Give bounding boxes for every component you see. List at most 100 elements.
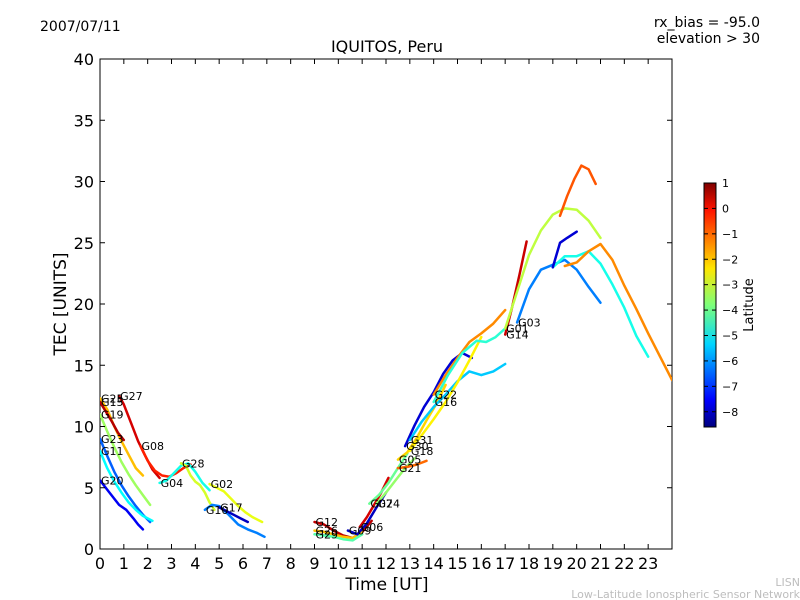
series-line	[551, 250, 650, 358]
x-tick-label: 21	[590, 554, 610, 573]
x-tick-label: 7	[262, 554, 272, 573]
sat-label: G12	[316, 516, 339, 529]
colorbar-tick-label: −4	[722, 304, 738, 317]
series-line	[100, 397, 145, 477]
sat-label: G15	[101, 396, 124, 409]
sat-label: G29	[316, 528, 339, 541]
series-line	[408, 362, 507, 442]
x-tick-label: 14	[423, 554, 443, 573]
sat-label: G01	[506, 323, 529, 336]
sat-label: G21	[399, 462, 422, 475]
colorbar-tick-label: 1	[722, 177, 729, 190]
sat-label: G24	[377, 498, 400, 511]
footer-network: Low-Latitude Ionospheric Sensor Network	[571, 588, 800, 600]
series-line	[203, 503, 266, 539]
sat-label: G11	[101, 445, 124, 458]
sat-label: G19	[101, 408, 124, 421]
x-tick-label: 19	[543, 554, 563, 573]
sat-label: G04	[161, 477, 184, 490]
sat-label: G06	[361, 521, 384, 534]
x-tick-label: 6	[238, 554, 248, 573]
colorbar-label: Latitude	[742, 278, 757, 332]
colorbar-tick-label: −2	[722, 253, 738, 266]
series-line	[408, 335, 483, 453]
sat-label: G28	[182, 457, 205, 470]
sat-label: G14	[506, 329, 529, 342]
series-line	[346, 491, 388, 536]
series-layer	[100, 164, 672, 542]
colorbar-tick-label: −6	[722, 355, 738, 368]
sat-label: G25	[101, 392, 124, 405]
sat-label: G31	[411, 434, 434, 447]
colorbar-tick-label: −7	[722, 380, 738, 393]
y-tick-label: 40	[74, 50, 94, 69]
series-line	[375, 457, 416, 505]
x-tick-label: 23	[638, 554, 658, 573]
series-line	[100, 400, 126, 442]
series-line	[179, 462, 216, 512]
colorbar-tick-label: 0	[722, 202, 729, 215]
bias-label: rx_bias = -95.0	[654, 15, 760, 31]
colorbar-tick-label: −1	[722, 228, 738, 241]
y-tick-label: 25	[74, 234, 94, 253]
x-tick-label: 11	[352, 554, 372, 573]
series-line	[208, 482, 264, 524]
series-line	[368, 452, 409, 505]
tick-layer: 0 1 2 3 4 5 6 7 8 9 10 11 12 13 14 15 16 17 18 19 20 21 22 2305…	[74, 50, 672, 573]
sat-label: G07	[370, 498, 393, 511]
x-tick-label: 5	[214, 554, 224, 573]
y-tick-label: 15	[74, 356, 94, 375]
series-line	[217, 506, 250, 524]
colorbar-tick-label: −8	[722, 406, 738, 419]
series-line	[551, 230, 578, 269]
series-line	[432, 308, 507, 396]
sat-label: G23	[101, 433, 124, 446]
x-axis-label: Time [UT]	[344, 575, 428, 595]
x-tick-label: 17	[495, 554, 515, 573]
series-line	[100, 449, 154, 523]
colorbar-tick-label: −5	[722, 330, 738, 343]
colorbar	[703, 182, 717, 428]
date-label: 2007/07/11	[40, 19, 121, 35]
sat-label: G26	[316, 525, 339, 538]
series-line	[100, 413, 152, 507]
x-tick-label: 0	[95, 554, 105, 573]
footer-lisn: LISN	[775, 576, 800, 589]
y-axis-label: TEC [UNITS]	[51, 252, 71, 356]
sat-label: G27	[120, 390, 143, 403]
y-tick-label: 30	[74, 173, 94, 192]
series-line	[503, 207, 602, 330]
y-tick-label: 20	[74, 295, 94, 314]
series-line	[313, 529, 364, 540]
series-line	[432, 327, 507, 404]
series-line	[117, 394, 161, 480]
x-tick-label: 1	[119, 554, 129, 573]
sat-label: G09	[349, 525, 372, 538]
series-line	[563, 242, 672, 382]
chart-title: IQUITOS, Peru	[331, 37, 443, 56]
sat-label: G08	[142, 440, 165, 453]
series-line	[313, 533, 364, 542]
sat-label: G18	[411, 445, 434, 458]
elevation-label: elevation > 30	[657, 31, 760, 47]
x-tick-label: 20	[566, 554, 586, 573]
x-tick-label: 22	[614, 554, 634, 573]
x-tick-label: 16	[471, 554, 491, 573]
plot-frame	[99, 58, 673, 550]
x-tick-label: 9	[309, 554, 319, 573]
x-tick-label: 8	[286, 554, 296, 573]
series-line	[558, 164, 597, 218]
x-tick-label: 18	[519, 554, 539, 573]
series-line	[100, 479, 145, 531]
y-tick-label: 35	[74, 111, 94, 130]
colorbar-tick-label: −3	[722, 279, 738, 292]
series-line	[515, 258, 602, 324]
x-tick-label: 2	[143, 554, 153, 573]
sat-label: G02	[211, 478, 234, 491]
sat-label: G05	[399, 454, 422, 467]
colorbar-ticks: 1 0 −1 −2 −3 −4 −5 −6 −7 −8	[704, 177, 738, 419]
sat-label: G17	[220, 501, 243, 514]
x-tick-label: 13	[400, 554, 420, 573]
series-line	[139, 444, 192, 478]
